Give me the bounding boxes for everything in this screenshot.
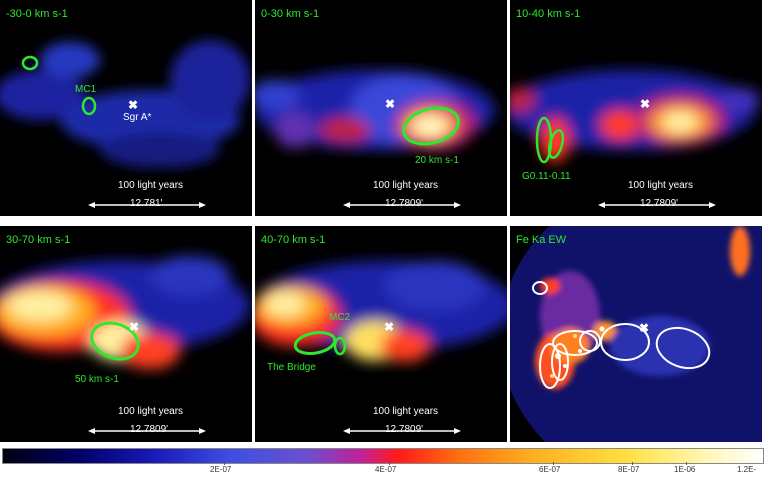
scale-arrow — [88, 428, 206, 434]
scale-text: 100 light years — [373, 180, 439, 191]
colorbar-tick: 6E-07 — [539, 465, 561, 474]
panel-label: Fe Ka EW — [516, 234, 567, 246]
emission-map: ✖ — [0, 40, 250, 208]
colorbar-tick: 4E-07 — [375, 465, 397, 474]
speed-label: 20 km s-1 — [415, 155, 459, 166]
bridge-ellipse — [293, 331, 337, 355]
colorbar-tick: 1E-06 — [674, 465, 696, 474]
emission-map: ✖ — [255, 70, 495, 208]
fe-ellipse — [579, 330, 601, 352]
scale-text: 100 light years — [118, 406, 184, 417]
colorbar-tick: 8E-07 — [618, 465, 640, 474]
fe-ellipse — [552, 330, 598, 356]
mc2-ellipse — [333, 336, 347, 356]
colorbar-tick: 1.2E- — [737, 465, 757, 474]
speed-label: 50 km s-1 — [75, 374, 119, 385]
panel-40-70: ✖ 40-70 km s-1 MC2 The Bridge 100 light … — [255, 226, 507, 442]
fe-ellipse — [600, 323, 650, 361]
panel-minus30-0: ✖ -30-0 km s-1 MC1 Sgr A* 100 light year… — [0, 0, 252, 216]
panel-label: 40-70 km s-1 — [261, 234, 326, 246]
panel-label: 0-30 km s-1 — [261, 8, 320, 20]
sgra-marker: ✖ — [384, 320, 394, 334]
fe-ellipse — [655, 326, 711, 370]
sgra-marker: ✖ — [128, 98, 138, 112]
scale-arrow — [598, 202, 716, 208]
20kms-ellipse — [402, 106, 460, 146]
g011-ellipse-2 — [547, 129, 565, 159]
panel-30-70: ✖ 30-70 km s-1 50 km s-1 100 light years… — [0, 226, 252, 442]
emission-map: ✖ — [510, 70, 760, 208]
scale-text: 100 light years — [118, 180, 184, 191]
mc2-label: MC2 — [329, 312, 351, 323]
sgra-marker: ✖ — [385, 97, 395, 111]
sgra-marker: ✖ — [129, 320, 139, 334]
scale-value: 12.7809' — [640, 198, 679, 209]
g011-label: G0.11-0.11 — [522, 171, 571, 182]
scale-arrow — [343, 428, 461, 434]
scale-value: 12.7809' — [130, 424, 169, 435]
scale-value: 12.7809' — [385, 198, 424, 209]
scale-value: 12.781' — [130, 198, 163, 209]
mc1-ellipse — [81, 96, 97, 116]
sgra-label: Sgr A* — [123, 112, 152, 123]
colorbar: 2E-07 4E-07 6E-07 8E-07 1E-06 1.2E- — [0, 447, 764, 482]
mc1-label: MC1 — [75, 84, 97, 95]
region-ellipse — [21, 55, 39, 71]
emission-map: ✖ — [0, 256, 250, 434]
panel-label: 30-70 km s-1 — [6, 234, 71, 246]
scale-text: 100 light years — [373, 406, 439, 417]
sgra-marker: ✖ — [639, 321, 649, 335]
panel-0-30: ✖ 0-30 km s-1 20 km s-1 100 light years … — [255, 0, 507, 216]
panel-label: 10-40 km s-1 — [516, 8, 581, 20]
bridge-label: The Bridge — [267, 362, 316, 373]
fe-ellipse — [532, 281, 548, 295]
panel-fe-ka-ew: ✖ Fe Ka EW — [510, 226, 762, 442]
emission-map: ✖ — [255, 261, 507, 434]
scale-value: 12.7809' — [385, 424, 424, 435]
colorbar-gradient — [2, 448, 764, 464]
scale-arrow — [88, 202, 206, 208]
fe-ellipse — [539, 343, 561, 389]
scale-arrow — [343, 202, 461, 208]
scale-text: 100 light years — [628, 180, 694, 191]
fe-ka-map: ✖ — [510, 226, 762, 442]
sgra-marker: ✖ — [640, 97, 650, 111]
panel-label: -30-0 km s-1 — [6, 8, 68, 20]
colorbar-tick: 2E-07 — [210, 465, 232, 474]
fe-ellipse — [551, 343, 569, 381]
50kms-ellipse — [90, 321, 140, 361]
panel-10-40: ✖ 10-40 km s-1 G0.11-0.11 100 light year… — [510, 0, 762, 216]
